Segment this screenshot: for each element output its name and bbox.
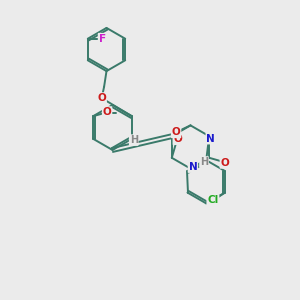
Text: N: N [206, 134, 215, 144]
Text: O: O [103, 107, 112, 117]
Text: H: H [130, 135, 138, 145]
Text: Cl: Cl [207, 195, 218, 206]
Text: O: O [97, 93, 106, 103]
Text: F: F [99, 34, 106, 44]
Text: O: O [173, 134, 182, 144]
Text: H: H [200, 157, 208, 167]
Text: O: O [220, 158, 229, 168]
Text: O: O [172, 127, 181, 137]
Text: N: N [188, 162, 197, 172]
